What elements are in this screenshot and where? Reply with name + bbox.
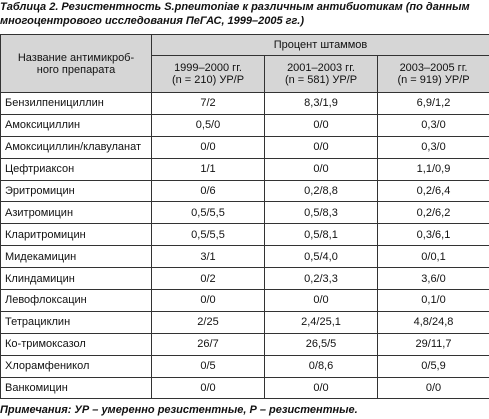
- value-cell: 7/2: [151, 92, 265, 115]
- value-cell: 0,5/4,0: [264, 245, 378, 269]
- drug-name: Ко-тримоксазол: [0, 332, 152, 356]
- table-row: Ванкомицин 0/0 0/0 0/0: [0, 376, 489, 400]
- drug-name: Хлорамфеникол: [0, 354, 152, 378]
- value-cell: 0,5/8,1: [264, 223, 378, 247]
- header-cell: 2001–2003 гг. (n = 581) УР/Р: [264, 55, 378, 93]
- value-cell: 0/0: [264, 113, 378, 137]
- value-cell: 3/1: [151, 245, 265, 269]
- drug-name: Кларитромицин: [0, 223, 152, 247]
- value-cell: 0/5: [151, 354, 265, 378]
- header-row: Название антимикроб- ного препарата Проц…: [0, 34, 489, 93]
- value-cell: 0,3/0: [377, 135, 489, 159]
- value-cell: 1,1/0,9: [377, 157, 489, 181]
- table-row: Кларитромицин 0,5/5,5 0,5/8,1 0,3/6,1: [0, 223, 489, 247]
- table-header: Название антимикроб- ного препарата Проц…: [0, 34, 489, 93]
- drug-name: Ванкомицин: [0, 376, 152, 400]
- header-cell: Процент штаммов: [151, 34, 489, 56]
- value-cell: 0,5/5,5: [151, 223, 265, 247]
- table-row: Бензилпенициллин 7/2 8,3/1,9 6,9/1,2: [0, 92, 489, 115]
- drug-name: Клиндамицин: [0, 267, 152, 291]
- value-cell: 0,2/8,8: [264, 179, 378, 203]
- table-row: Мидекамицин 3/1 0,5/4,0 0/0,1: [0, 245, 489, 269]
- drug-name: Азитромицин: [0, 201, 152, 225]
- table-row: Хлорамфеникол 0/5 0/8,6 0/5,9: [0, 354, 489, 378]
- header-row: 1999–2000 гг. (n = 210) УР/Р 2001–2003 гг…: [1, 55, 489, 93]
- value-cell: 0,5/8,3: [264, 201, 378, 225]
- table-row: Левофлоксацин 0/0 0/0 0,1/0: [0, 289, 489, 312]
- value-cell: 26/7: [151, 332, 265, 356]
- table-row: Эритромицин 0/6 0,2/8,8 0,2/6,4: [0, 179, 489, 203]
- value-cell: 0,5/5,5: [151, 201, 265, 225]
- drug-name: Амоксициллин: [0, 113, 152, 137]
- drug-name: Левофлоксацин: [0, 289, 152, 312]
- footnote: Примечания: УР – умеренно резистентные, …: [0, 404, 358, 416]
- value-cell: 4,8/24,8: [377, 310, 489, 334]
- drug-name: Мидекамицин: [0, 245, 152, 269]
- value-cell: 0/0: [151, 135, 265, 159]
- value-cell: 0,3/0: [377, 113, 489, 137]
- value-cell: 3,6/0: [377, 267, 489, 291]
- table-row: Амоксициллин 0,5/0 0/0 0,3/0: [0, 113, 489, 137]
- value-cell: 2/25: [151, 310, 265, 334]
- value-cell: 26,5/5: [264, 332, 378, 356]
- drug-name: Цефтриаксон: [0, 157, 152, 181]
- value-cell: 0,1/0: [377, 289, 489, 312]
- value-cell: 1/1: [151, 157, 265, 181]
- value-cell: 0/0: [151, 289, 265, 312]
- header-cell: Название антимикроб- ного препарата: [0, 34, 152, 93]
- value-cell: 0/0: [151, 376, 265, 400]
- drug-name: Бензилпенициллин: [0, 92, 152, 115]
- drug-name: Тетрациклин: [0, 310, 152, 334]
- value-cell: 6,9/1,2: [377, 92, 489, 115]
- table-row: Тетрациклин 2/25 2,4/25,1 4,8/24,8: [0, 310, 489, 334]
- value-cell: 0/5,9: [377, 354, 489, 378]
- value-cell: 29/11,7: [377, 332, 489, 356]
- value-cell: 0,2/6,2: [377, 201, 489, 225]
- header-cell: 2003–2005 гг. (n = 919) УР/Р: [377, 55, 489, 93]
- value-cell: 0/0: [264, 157, 378, 181]
- value-cell: 0,5/0: [151, 113, 265, 137]
- value-cell: 0/8,6: [264, 354, 378, 378]
- table-body: Бензилпенициллин 7/2 8,3/1,9 6,9/1,2 Амоксиц…: [0, 92, 489, 400]
- value-cell: 0/0: [377, 376, 489, 400]
- value-cell: 0/2: [151, 267, 265, 291]
- value-cell: 0,3/6,1: [377, 223, 489, 247]
- table-title: Таблица 2. Резистентность S.pneumoniae к…: [0, 1, 470, 27]
- drug-name: Амоксициллин/клавуланат: [0, 135, 152, 159]
- value-cell: 0/0: [264, 135, 378, 159]
- value-cell: 0/0: [264, 376, 378, 400]
- value-cell: 0/0: [264, 289, 378, 312]
- resistance-table: Название антимикроб- ного препарата Проц…: [0, 34, 489, 400]
- value-cell: 2,4/25,1: [264, 310, 378, 334]
- value-cell: 0/0,1: [377, 245, 489, 269]
- value-cell: 0,2/3,3: [264, 267, 378, 291]
- header-cell: 1999–2000 гг. (n = 210) УР/Р: [151, 55, 265, 93]
- table-row: Клиндамицин 0/2 0,2/3,3 3,6/0: [0, 267, 489, 291]
- table-row: Ко-тримоксазол 26/7 26,5/5 29/11,7: [0, 332, 489, 356]
- value-cell: 0,2/6,4: [377, 179, 489, 203]
- table-row: Цефтриаксон 1/1 0/0 1,1/0,9: [0, 157, 489, 181]
- drug-name: Эритромицин: [0, 179, 152, 203]
- table-row: Амоксициллин/клавуланат 0/0 0/0 0,3/0: [0, 135, 489, 159]
- table-row: Азитромицин 0,5/5,5 0,5/8,3 0,2/6,2: [0, 201, 489, 225]
- value-cell: 0/6: [151, 179, 265, 203]
- value-cell: 8,3/1,9: [264, 92, 378, 115]
